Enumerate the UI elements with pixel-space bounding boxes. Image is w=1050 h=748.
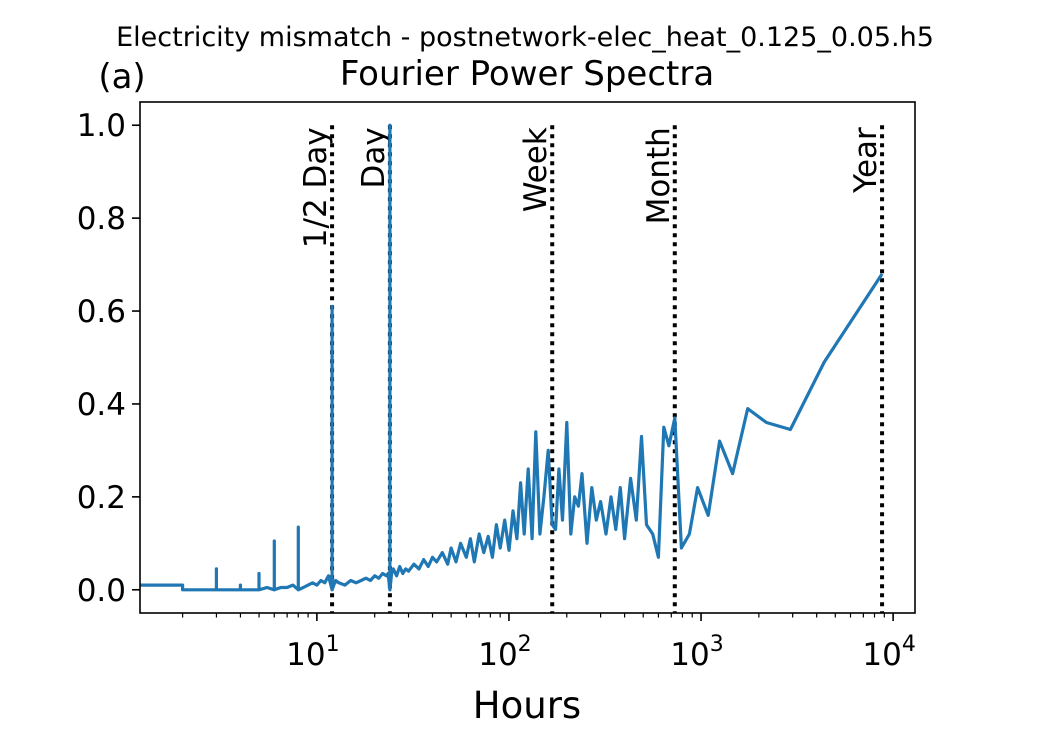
x-axis: 101 102 103 104 (182, 613, 916, 673)
marker-label: Week (518, 127, 554, 212)
figure-suptitle: Electricity mismatch - postnetwork-elec_… (116, 22, 934, 53)
y-tick-label: 0.8 (77, 201, 126, 237)
y-tick-label: 0.6 (77, 294, 126, 330)
marker-layer: 1/2 Day Day Week Month Year (298, 125, 885, 613)
chart-title: Fourier Power Spectra (340, 54, 714, 94)
marker-label: 1/2 Day (298, 127, 334, 248)
x-tick-label: 103 (670, 632, 723, 673)
y-axis: 0.0 0.2 0.4 0.6 0.8 1.0 (77, 108, 140, 609)
panel-label: (a) (98, 57, 145, 97)
marker-label: Year (848, 127, 884, 194)
series-layer (140, 123, 884, 592)
y-tick-label: 0.2 (77, 480, 126, 516)
x-tick-label: 104 (862, 632, 915, 673)
series-line-0 (140, 123, 884, 592)
plot-frame (139, 101, 916, 614)
x-tick-label: 101 (286, 632, 339, 673)
x-axis-label: Hours (473, 684, 581, 727)
x-tick-label: 102 (478, 632, 531, 673)
marker-label: Month (641, 127, 677, 224)
y-tick-label: 0.4 (77, 387, 126, 423)
y-tick-label: 1.0 (77, 108, 126, 144)
y-tick-label: 0.0 (77, 573, 126, 609)
plot-area: 1/2 Day Day Week Month Year (139, 101, 916, 614)
marker-label: Day (356, 127, 392, 188)
